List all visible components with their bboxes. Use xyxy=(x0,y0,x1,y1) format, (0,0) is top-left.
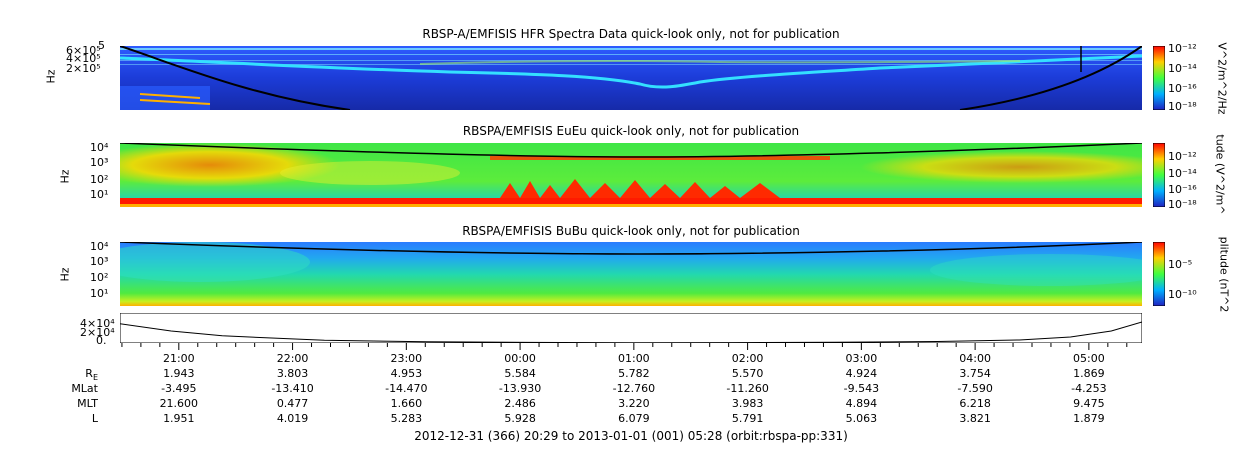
panel-4-line-plot xyxy=(120,313,1142,343)
time-label: 23:00 xyxy=(390,352,423,365)
panel-1-ytick-top: 5 xyxy=(98,39,105,52)
panel-3-spectrogram xyxy=(120,242,1142,306)
ephemeris-value: -11.260 xyxy=(726,382,769,395)
ephemeris-value: 1.879 xyxy=(1073,412,1105,425)
panel-2-spectrogram xyxy=(120,143,1142,207)
time-label: 21:00 xyxy=(162,352,195,365)
panel-2-cbar-tick: 10⁻¹² xyxy=(1168,150,1197,163)
ephemeris-value: -13.410 xyxy=(271,382,314,395)
panel-4-ytick: 0. xyxy=(96,334,107,347)
ephemeris-value: -4.253 xyxy=(1071,382,1107,395)
ephemeris-value: 5.283 xyxy=(390,412,423,425)
panel-3-ytick: 10³ xyxy=(90,255,109,268)
time-axis-ticks xyxy=(121,343,1128,350)
ephemeris-value: 9.475 xyxy=(1073,397,1105,410)
panel-1-ytick: 2×10⁵ xyxy=(66,62,101,75)
panel-3-title: RBSPA/EMFISIS BuBu quick-look only, not … xyxy=(462,224,800,238)
time-label: 01:00 xyxy=(617,352,650,365)
ephemeris-row-label-l: L xyxy=(91,412,98,425)
panel-2-cbar-tick: 10⁻¹⁴ xyxy=(1168,167,1197,180)
panel-2-cbar-tick: 10⁻¹⁶ xyxy=(1168,183,1197,196)
ephemeris-value: 3.803 xyxy=(276,367,309,380)
panel-3-ylabel: Hz xyxy=(58,267,72,282)
ephemeris-value: -13.930 xyxy=(498,382,542,395)
panel-1-spectrogram xyxy=(120,46,1142,110)
ephemeris-value: 21.600 xyxy=(159,397,199,410)
ephemeris-row-label-mlt: MLT xyxy=(77,397,98,410)
panel-1-ylabel: Hz xyxy=(44,69,58,84)
ephemeris-value: 4.953 xyxy=(390,367,423,380)
panel-3-ytick: 10² xyxy=(90,271,109,284)
ephemeris-value: 3.983 xyxy=(731,397,764,410)
panel-1-cbar-label: V^2/m^2/Hz xyxy=(1215,42,1229,115)
panel-3-ytick: 10¹ xyxy=(90,287,109,300)
panel-1-ytick: 4×10⁵ xyxy=(66,52,101,65)
ephemeris-value: 1.943 xyxy=(163,367,195,380)
time-label: 00:00 xyxy=(504,352,536,365)
panel-1-ytick: 6×10⁵ xyxy=(66,44,101,57)
ephemeris-value: 2.486 xyxy=(504,397,536,410)
panel-2-cbar-label: tude (V^2/m^ xyxy=(1213,134,1227,215)
ephemeris-value: 5.782 xyxy=(618,367,650,380)
panel-1-cbar-tick: 10⁻¹⁶ xyxy=(1168,82,1197,95)
ephemeris-value: 5.791 xyxy=(731,412,764,425)
panel-2-ytick: 10³ xyxy=(90,156,109,169)
panel-1-colorbar xyxy=(1153,46,1165,110)
time-label: 02:00 xyxy=(731,352,764,365)
panel-3-cbar-label: plitude (nT^2 xyxy=(1217,236,1231,313)
ephemeris-value: -12.760 xyxy=(612,382,656,395)
time-label: 05:00 xyxy=(1073,352,1105,365)
panel-2-colorbar xyxy=(1153,143,1165,207)
ephemeris-value: -14.470 xyxy=(385,382,428,395)
panel-1-cbar-tick: 10⁻¹² xyxy=(1168,42,1197,55)
ephemeris-value: -7.590 xyxy=(957,382,993,395)
panel-4-ytick: 4×10⁴ xyxy=(80,317,115,330)
time-label: 03:00 xyxy=(845,352,878,365)
ephemeris-row-label-re: RE xyxy=(85,367,98,383)
panel-4-series-line xyxy=(120,321,1142,343)
ephemeris-value: 4.924 xyxy=(845,367,878,380)
ephemeris-value: -9.543 xyxy=(843,382,880,395)
ephemeris-value: 3.220 xyxy=(618,397,650,410)
footer-time-range: 2012-12-31 (366) 20:29 to 2013-01-01 (00… xyxy=(414,429,848,443)
ephemeris-value: 6.079 xyxy=(618,412,650,425)
panel-2-ytick: 10² xyxy=(90,173,109,186)
ephemeris-value: 4.019 xyxy=(276,412,309,425)
ephemeris-value: 5.584 xyxy=(504,367,536,380)
ephemeris-value: 5.570 xyxy=(731,367,764,380)
ephemeris-row-label-mlat: MLat xyxy=(71,382,98,395)
time-label: 22:00 xyxy=(276,352,309,365)
panel-2-ytick: 10⁴ xyxy=(90,141,109,154)
panel-1-title: RBSP-A/EMFISIS HFR Spectra Data quick-lo… xyxy=(422,27,840,41)
ephemeris-value: 3.821 xyxy=(959,412,991,425)
panel-2-cbar-tick: 10⁻¹⁸ xyxy=(1168,198,1197,211)
ephemeris-value: -3.495 xyxy=(161,382,197,395)
ephemeris-value: 6.218 xyxy=(959,397,991,410)
panel-3-colorbar xyxy=(1153,242,1165,306)
panel-3-ytick: 10⁴ xyxy=(90,240,109,253)
ephemeris-value: 0.477 xyxy=(276,397,309,410)
ephemeris-value: 3.754 xyxy=(959,367,991,380)
panel-3-cbar-tick: 10⁻⁵ xyxy=(1168,258,1193,271)
panel-2-title: RBSPA/EMFISIS EuEu quick-look only, not … xyxy=(462,124,800,138)
ephemeris-value: 1.660 xyxy=(390,397,423,410)
panel-2-ylabel: Hz xyxy=(58,169,72,184)
panel-2-ytick: 10¹ xyxy=(90,188,109,201)
ephemeris-value: 5.928 xyxy=(504,412,536,425)
panel-4-ytick: 2×10⁴ xyxy=(80,326,115,339)
panel-1-cbar-tick: 10⁻¹⁴ xyxy=(1168,62,1197,75)
ephemeris-value: 5.063 xyxy=(845,412,878,425)
ephemeris-value: 1.869 xyxy=(1073,367,1105,380)
time-label: 04:00 xyxy=(959,352,991,365)
panel-1-cbar-tick: 10⁻¹⁸ xyxy=(1168,100,1197,113)
panel-3-cbar-tick: 10⁻¹⁰ xyxy=(1168,288,1197,301)
ephemeris-value: 1.951 xyxy=(163,412,195,425)
ephemeris-value: 4.894 xyxy=(845,397,878,410)
